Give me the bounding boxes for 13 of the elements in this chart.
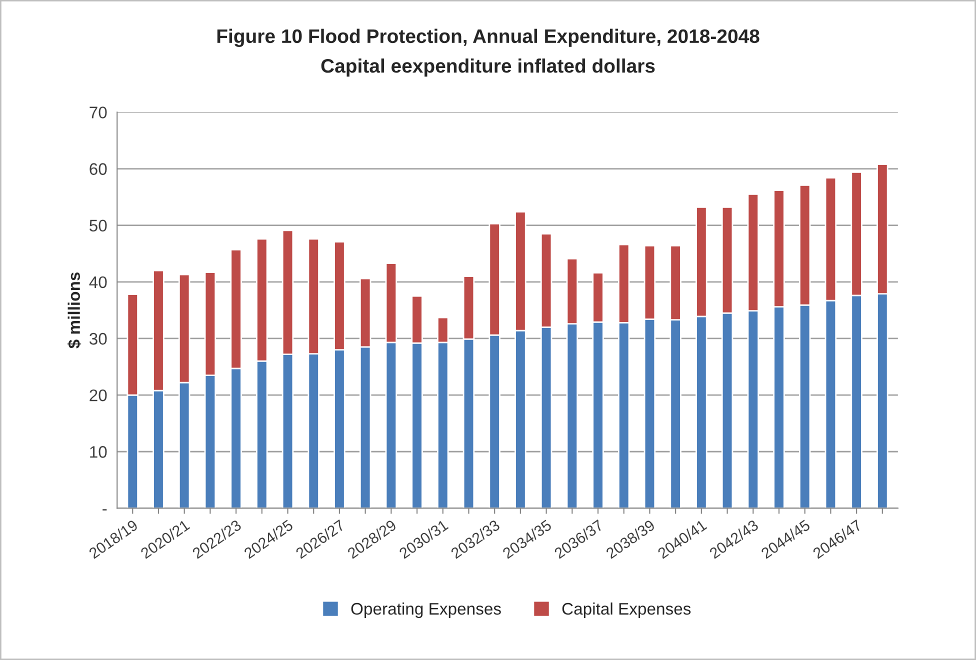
y-tick-label: 70	[90, 106, 107, 118]
y-tick-label: 60	[90, 163, 107, 175]
legend-label: Capital Expenses	[562, 602, 691, 618]
y-tick-label: 50	[90, 220, 107, 232]
y-tick-label: 40	[89, 276, 107, 288]
legend-label: Operating Expenses	[351, 602, 501, 618]
chart-subtitle: Capital eexpenditure inflated dollars	[321, 58, 655, 77]
y-tick-label: -	[102, 509, 107, 510]
chart-title: Figure 10 Flood Protection, Annual Expenditure, 2018-2048	[217, 28, 760, 48]
y-tick-label: 20	[90, 389, 107, 402]
y-axis-title: $ millions	[67, 272, 82, 348]
y-tick-label: 30	[89, 332, 107, 345]
y-tick-label: 10	[90, 446, 107, 458]
